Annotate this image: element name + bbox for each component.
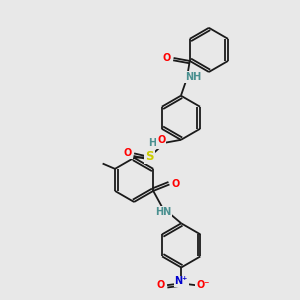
Text: O: O [157,135,165,145]
Text: O: O [163,53,171,63]
Text: O: O [124,148,132,158]
Text: NH: NH [185,72,201,82]
Text: S: S [145,150,154,164]
Text: O: O [157,280,165,290]
Text: N⁺: N⁺ [175,276,188,286]
Text: O: O [172,179,180,190]
Text: HN: HN [155,206,172,217]
Text: HN: HN [148,138,165,148]
Text: O⁻: O⁻ [196,280,209,290]
